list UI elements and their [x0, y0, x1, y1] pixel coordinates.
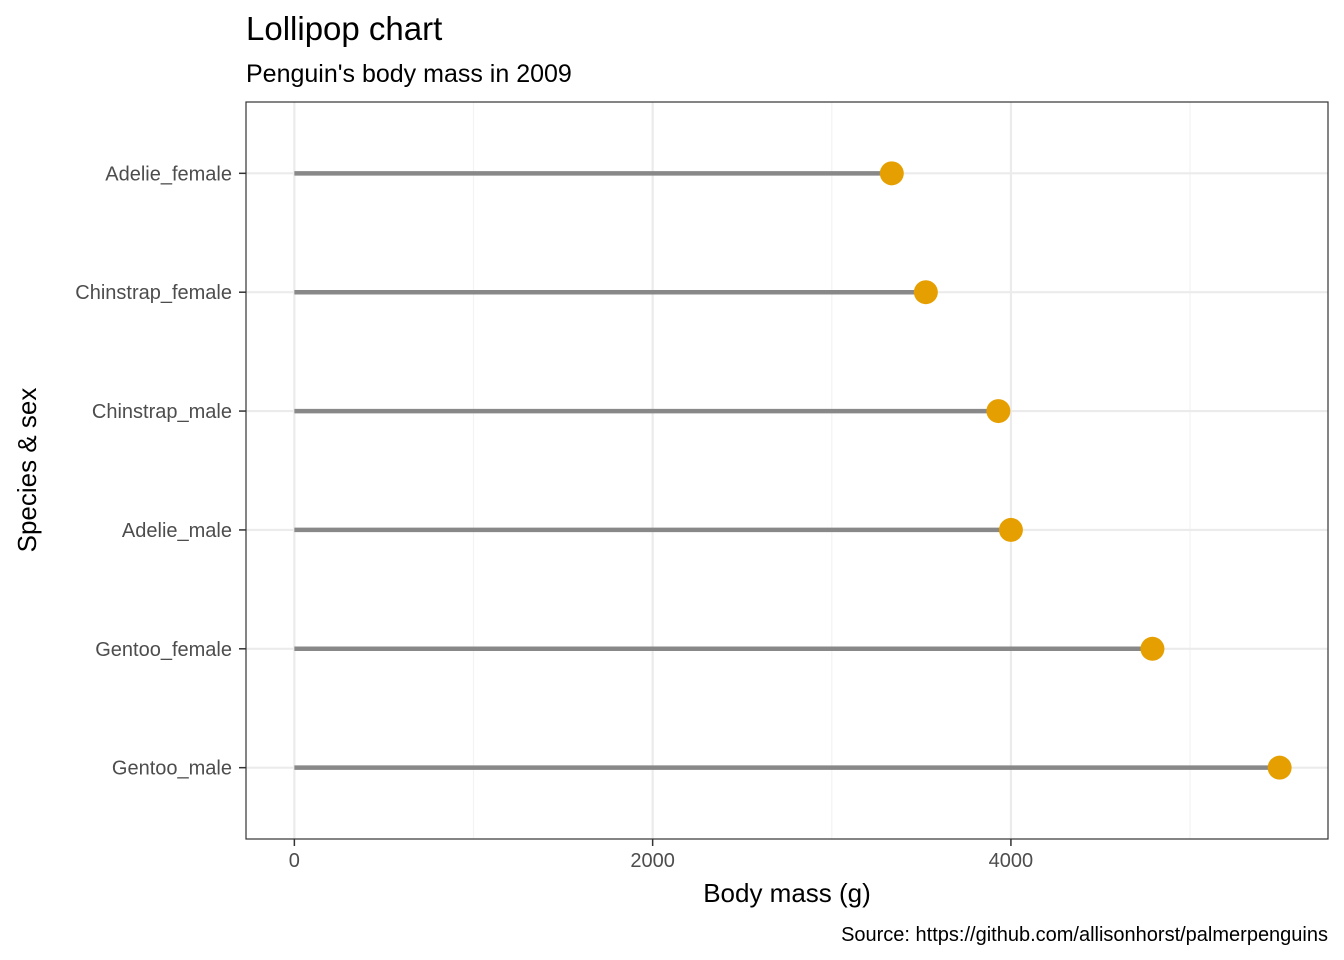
- chart-caption: Source: https://github.com/allisonhorst/…: [841, 924, 1328, 946]
- y-tick-label: Adelie_male: [122, 520, 232, 542]
- y-tick-label: Adelie_female: [105, 163, 232, 185]
- lollipop-point: [879, 161, 904, 186]
- y-tick-label: Gentoo_female: [95, 639, 232, 661]
- y-axis: Adelie_female Chinstrap_female Chinstrap_m…: [75, 163, 246, 780]
- lollipop-point: [1140, 636, 1165, 661]
- y-tick-label: Chinstrap_male: [92, 401, 232, 423]
- lollipop-point: [1267, 755, 1292, 780]
- chart-title: Lollipop chart: [246, 10, 442, 47]
- y-axis-title: Species & sex: [12, 388, 42, 553]
- y-tick-label: Gentoo_male: [112, 758, 232, 780]
- x-tick-label: 4000: [989, 850, 1034, 872]
- x-axis: 0 2000 4000: [289, 839, 1033, 872]
- grid-lines: [246, 102, 1328, 839]
- x-axis-title: Body mass (g): [703, 878, 871, 908]
- lollipop-stems: [294, 171, 1280, 770]
- lollipop-point: [998, 517, 1023, 542]
- lollipop-point: [913, 280, 938, 305]
- y-tick-label: Chinstrap_female: [75, 282, 232, 304]
- panel-border: [245, 101, 1329, 840]
- chart-subtitle: Penguin's body mass in 2009: [246, 60, 572, 88]
- lollipop-points: [879, 161, 1292, 780]
- lollipop-point: [986, 399, 1011, 424]
- x-tick-label: 2000: [630, 850, 675, 872]
- x-tick-label: 0: [289, 850, 300, 872]
